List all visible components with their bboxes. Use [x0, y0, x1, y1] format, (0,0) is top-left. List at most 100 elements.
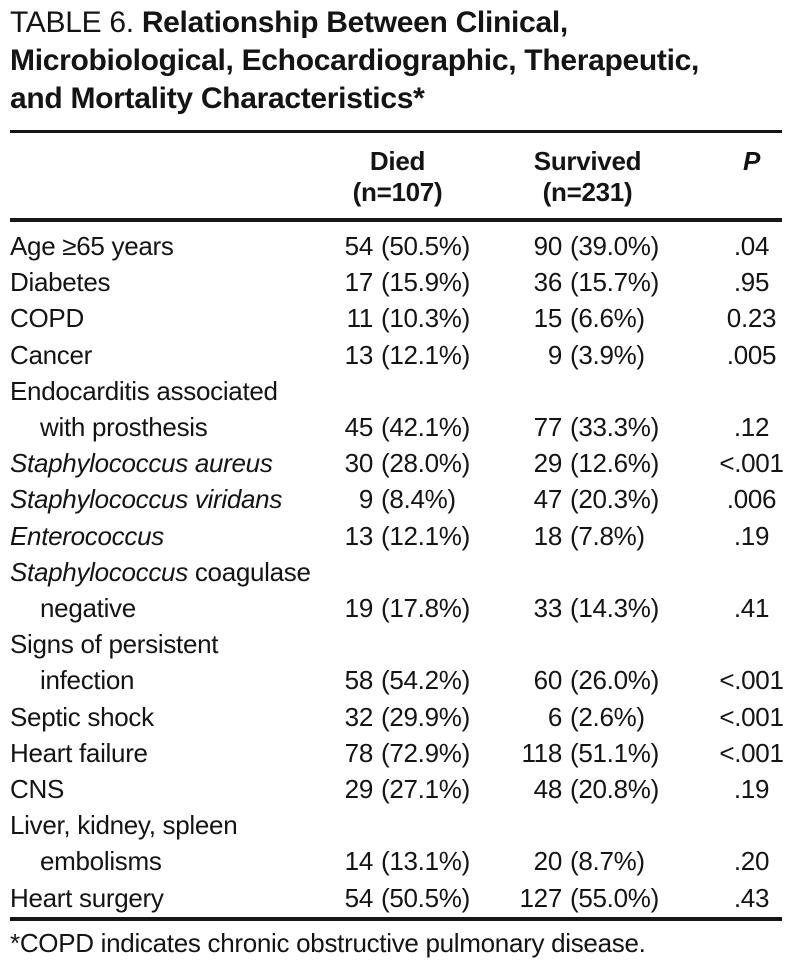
- died-count: 11: [346, 303, 374, 334]
- survived-cell: 48 (20.8%): [465, 771, 710, 807]
- died-count: 17: [344, 267, 374, 298]
- p-value-cell: .41: [733, 593, 770, 624]
- survived-percent: (6.6%): [570, 303, 645, 334]
- row-label: Staphylococcus aureus: [10, 445, 330, 481]
- row-label: infection: [10, 662, 330, 698]
- died-count: 58: [344, 665, 374, 696]
- p-value-cell: .20: [733, 846, 770, 877]
- survived-cell: [465, 373, 710, 409]
- p-value-cell: 0.23: [726, 303, 777, 334]
- p-header-label: P: [742, 146, 761, 176]
- died-cell: 13 (12.1%): [330, 518, 471, 554]
- table-row: Signs of persistent: [10, 626, 793, 662]
- row-label-run: Heart surgery: [10, 882, 164, 913]
- survived-count: 36: [533, 267, 563, 298]
- died-cell: 78 (72.9%): [330, 735, 471, 771]
- row-label: negative: [10, 590, 330, 626]
- header-bottom-rule: [10, 218, 782, 222]
- survived-cell: 18 (7.8%): [465, 518, 710, 554]
- died-percent: (27.1%): [381, 774, 470, 805]
- column-header-died: Died (n=107): [330, 146, 465, 208]
- row-label: COPD: [10, 300, 330, 336]
- p-value-cell: [710, 807, 793, 843]
- table-number-label: TABLE 6.: [10, 6, 142, 39]
- column-header-survived: Survived (n=231): [465, 146, 710, 208]
- died-cell: 29 (27.1%): [330, 771, 471, 807]
- died-percent: (54.2%): [381, 665, 470, 696]
- survived-cell: [465, 554, 710, 590]
- survived-percent: (39.0%): [570, 231, 659, 261]
- row-label-run: coagulase: [187, 556, 311, 587]
- survived-percent: (14.3%): [570, 593, 659, 624]
- died-count: 13: [344, 520, 374, 551]
- died-cell: 9 (8.4%): [330, 481, 465, 517]
- row-label-run: Signs of persistent: [10, 629, 219, 660]
- survived-percent: (15.7%): [570, 267, 659, 298]
- died-cell: 11 (10.3%): [330, 300, 471, 336]
- survived-cell: 20 (8.7%): [465, 843, 710, 879]
- survived-cell: 77 (33.3%): [465, 409, 710, 445]
- survived-percent: (55.0%): [570, 882, 659, 913]
- table-row: Cancer 13 (12.1%) 9 (3.9%) .005: [10, 337, 793, 373]
- row-label: Staphylococcus viridans: [10, 481, 330, 517]
- died-cell: 58 (54.2%): [330, 662, 471, 698]
- died-cell: 17 (15.9%): [330, 264, 471, 300]
- table-row: Heart failure 78 (72.9%) 118 (51.1%) <.001: [10, 735, 793, 771]
- survived-cell: 9 (3.9%): [465, 337, 710, 373]
- p-value-cell: .006: [726, 484, 777, 515]
- p-value-cell: <.001: [719, 701, 784, 732]
- p-value-cell: [710, 554, 793, 590]
- row-label-run: Age ≥65 years: [10, 231, 174, 261]
- survived-count: 6: [547, 701, 562, 732]
- survived-count: 48: [533, 774, 563, 805]
- table-row: Septic shock 32 (29.9%) 6 (2.6%) <.001: [10, 699, 793, 735]
- table-title: TABLE 6. Relationship Between Clinical, …: [10, 4, 785, 118]
- header-top-rule: [10, 130, 782, 133]
- survived-count: 15: [533, 303, 563, 334]
- died-count: 45: [344, 412, 374, 443]
- column-header-row: Died (n=107) Survived (n=231) P: [10, 146, 793, 208]
- p-value-cell: [710, 626, 793, 662]
- row-label-italic-run: Staphylococcus viridans: [10, 484, 283, 515]
- row-label-run: Septic shock: [10, 701, 154, 732]
- table-row: Heart surgery 54 (50.5%) 127 (55.0%) .43: [10, 880, 793, 916]
- died-percent: (12.1%): [381, 520, 470, 551]
- died-cell: 13 (12.1%): [330, 337, 471, 373]
- survived-count: 47: [533, 484, 563, 515]
- table-title-text: Relationship Between Clinical,: [141, 6, 568, 39]
- survived-cell: 15 (6.6%): [465, 300, 710, 336]
- died-percent: (72.9%): [381, 737, 470, 768]
- row-label: Septic shock: [10, 699, 330, 735]
- p-value-cell: .43: [733, 882, 770, 913]
- row-label-run: negative: [40, 593, 136, 624]
- table-row: Endocarditis associated: [10, 373, 793, 409]
- died-cell: 54 (50.5%): [330, 880, 471, 916]
- died-cell: 54 (50.5%): [330, 228, 471, 264]
- table-row: Age ≥65 years 54 (50.5%) 90 (39.0%) .04: [10, 228, 793, 264]
- survived-cell: 90 (39.0%): [465, 228, 710, 264]
- column-header-empty: [10, 146, 330, 208]
- row-label: Liver, kidney, spleen: [10, 807, 330, 843]
- survived-percent: (8.7%): [570, 846, 645, 877]
- row-label-run: with prosthesis: [40, 412, 208, 443]
- died-header-label: Died: [369, 146, 426, 176]
- table-row: Staphylococcus aureus 30 (28.0%) 29 (12.6%) <…: [10, 445, 793, 481]
- row-label-run: Diabetes: [10, 267, 111, 298]
- survived-cell: 29 (12.6%): [465, 445, 710, 481]
- survived-count: 60: [533, 665, 563, 696]
- survived-count: 18: [533, 520, 563, 551]
- table-title-line3: and Mortality Characteristics*: [10, 82, 425, 115]
- survived-percent: (20.3%): [570, 484, 659, 515]
- table-row: COPD 11 (10.3%) 15 (6.6%) 0.23: [10, 300, 793, 336]
- p-value-cell: <.001: [719, 737, 784, 768]
- died-count: 54: [344, 231, 374, 261]
- row-label-run: infection: [40, 665, 135, 696]
- died-percent: (28.0%): [381, 448, 470, 479]
- row-label-italic-run: Enterococcus: [10, 520, 164, 551]
- survived-cell: [465, 807, 710, 843]
- died-percent: (10.3%): [381, 303, 470, 334]
- table-row: Liver, kidney, spleen: [10, 807, 793, 843]
- survived-count: 127: [519, 882, 563, 913]
- survived-count: 29: [533, 448, 563, 479]
